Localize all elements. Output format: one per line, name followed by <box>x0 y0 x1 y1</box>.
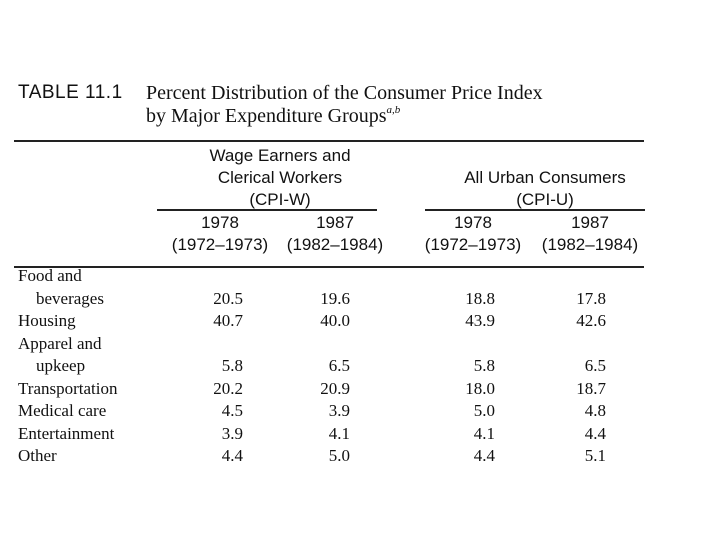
group-header-line: Wage Earners and <box>209 146 351 165</box>
row-label: Entertainment <box>18 423 115 443</box>
table-cell: 18.8 <box>465 288 495 308</box>
column-year-1: 1978 <box>201 213 239 232</box>
row-label: Apparel and <box>18 333 102 353</box>
column-base-4: (1982–1984) <box>541 235 639 254</box>
column-base-3: (1972–1973) <box>424 235 522 254</box>
table-cell: 5.0 <box>328 446 350 465</box>
column-base-2: (1982–1984) <box>286 235 384 254</box>
footnote-superscript: a,b <box>386 104 401 116</box>
group-header-cpi-w: Wage Earners and Clerical Workers (CPI-W… <box>165 145 395 211</box>
table-cell: 5.1 <box>584 446 606 465</box>
table-cell: 18.0 <box>465 378 495 398</box>
column-year-4: 1987 <box>571 213 609 232</box>
table-cell: 43.9 <box>465 311 495 330</box>
row-label: beverages <box>36 288 104 308</box>
column-base-1: (1972–1973) <box>171 235 269 254</box>
table-cell: 4.4 <box>473 446 495 465</box>
table-cell: 5.8 <box>473 356 495 375</box>
table-cell: 6.5 <box>584 356 606 375</box>
table-title-text: by Major Expenditure Groups <box>146 105 387 127</box>
table-cell: 4.1 <box>328 423 350 443</box>
cpi-u-spanner-rule <box>425 209 645 211</box>
table-cell: 40.0 <box>320 311 350 330</box>
table-cell: 4.1 <box>473 423 495 443</box>
table-cell: 3.9 <box>221 423 243 443</box>
table-cell: 19.6 <box>320 288 350 308</box>
group-header-line: All Urban Consumers <box>464 168 626 187</box>
row-label: upkeep <box>36 356 86 375</box>
table-cell: 4.4 <box>584 423 606 443</box>
cpi-w-spanner-rule <box>157 209 377 211</box>
table-cell: 42.6 <box>576 311 606 330</box>
table-cell: 20.2 <box>213 378 243 398</box>
group-header-cpi-u: All Urban Consumers (CPI-U) <box>420 167 670 211</box>
row-label: Transportation <box>18 378 118 398</box>
table-cell: 18.7 <box>576 378 606 398</box>
table-cell: 20.5 <box>213 288 243 308</box>
header-bottom-rule <box>14 266 644 268</box>
table-cell: 5.0 <box>473 401 495 420</box>
table-cell: 17.8 <box>576 288 606 308</box>
table-cell: 5.8 <box>221 356 243 375</box>
table-cell: 4.5 <box>221 401 243 420</box>
table-cell: 40.7 <box>213 311 243 330</box>
column-year-3: 1978 <box>454 213 492 232</box>
table-title-line-1: Percent Distribution of the Consumer Pri… <box>146 82 543 104</box>
table-cell: 3.9 <box>328 401 350 420</box>
table-cell: 4.8 <box>584 401 606 420</box>
row-label: Other <box>18 446 57 465</box>
column-year-2: 1987 <box>316 213 354 232</box>
top-rule <box>14 140 644 142</box>
table-cell: 20.9 <box>320 378 350 398</box>
table-title-line-2: by Major Expenditure Groupsa,b <box>146 104 400 128</box>
row-label: Housing <box>18 311 76 330</box>
table-cell: 6.5 <box>328 356 350 375</box>
table-cell: 4.4 <box>221 446 243 465</box>
group-header-line: (CPI-W) <box>249 190 311 209</box>
group-header-line: (CPI-U) <box>516 190 574 209</box>
row-label: Food and <box>18 266 82 285</box>
row-label: Medical care <box>18 401 107 420</box>
group-header-line: Clerical Workers <box>217 168 343 187</box>
table-label: TABLE 11.1 <box>18 82 123 103</box>
